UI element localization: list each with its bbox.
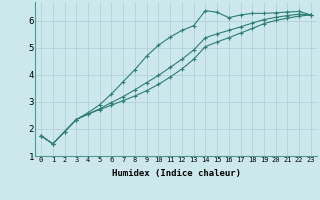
X-axis label: Humidex (Indice chaleur): Humidex (Indice chaleur) (111, 169, 241, 178)
